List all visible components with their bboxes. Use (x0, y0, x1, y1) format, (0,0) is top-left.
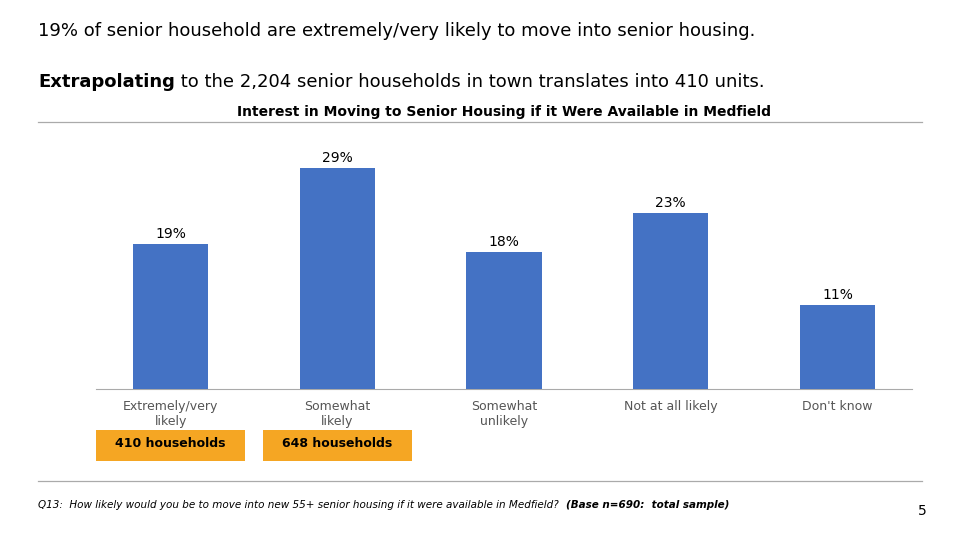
Text: Extrapolating: Extrapolating (38, 73, 176, 91)
Text: 11%: 11% (822, 288, 852, 302)
Bar (300, 168, 374, 389)
Text: (Base n=690:  total sample): (Base n=690: total sample) (565, 500, 729, 510)
Text: to the 2,204 senior households in town translates into 410 units.: to the 2,204 senior households in town t… (176, 73, 765, 91)
Text: 410 households: 410 households (115, 437, 226, 450)
Text: 19% of senior household are extremely/very likely to move into senior housing.: 19% of senior household are extremely/ve… (38, 22, 756, 39)
Text: 648 households: 648 households (282, 437, 393, 450)
Text: 18%: 18% (489, 234, 519, 248)
Text: 23%: 23% (656, 197, 686, 211)
Title: Interest in Moving to Senior Housing if it Were Available in Medfield: Interest in Moving to Senior Housing if … (237, 105, 771, 119)
Bar (800, 305, 875, 389)
Text: Q13:  How likely would you be to move into new 55+ senior housing if it were ava: Q13: How likely would you be to move int… (38, 500, 565, 510)
Text: 5: 5 (918, 504, 926, 518)
Bar (634, 213, 708, 389)
Text: 29%: 29% (322, 151, 352, 165)
Bar (467, 252, 541, 389)
Text: 19%: 19% (156, 227, 186, 241)
Bar (133, 244, 208, 389)
